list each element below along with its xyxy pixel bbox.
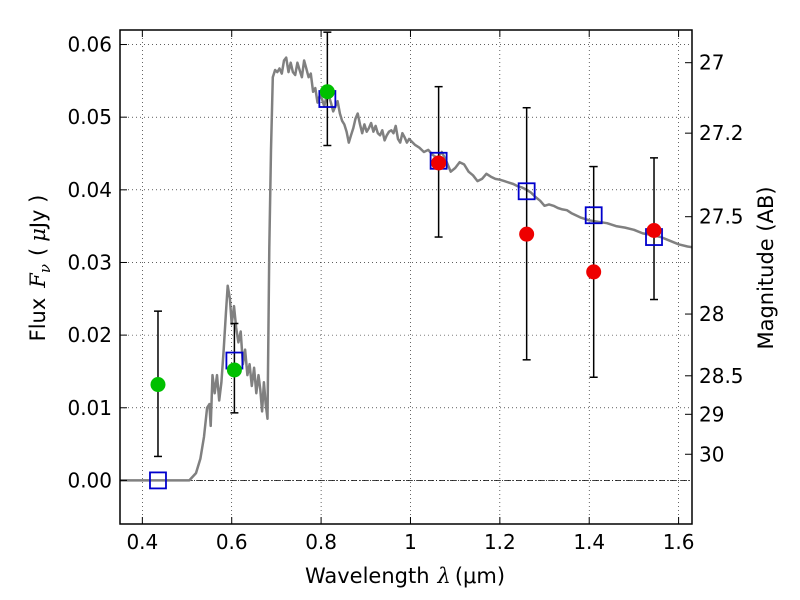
y2-axis-label: Magnitude (AB)	[754, 186, 778, 349]
x-tick-label-3: 1	[404, 530, 417, 554]
y2-tick-label-2: 27.5	[699, 205, 744, 229]
plot-frame	[119, 29, 693, 525]
x-tick-label-1: 0.6	[216, 530, 248, 554]
y-axis-label-symbol: F	[26, 272, 50, 289]
x-tick-label-5: 1.4	[573, 530, 605, 554]
y-tick-label-1: 0.01	[67, 396, 112, 420]
model-square-5	[584, 206, 603, 225]
x-axis-label-symbol: λ	[437, 564, 451, 588]
error-bars	[153, 31, 659, 458]
y-axis-label-unit-mu: μ	[26, 228, 50, 242]
y2-tick-labels: 27 27.2 27.5 28 28.5 29 30	[699, 51, 744, 467]
x-axis-label: Wavelength λ (μm)	[305, 564, 505, 588]
red-point-0	[431, 155, 447, 171]
model-sed-series	[120, 56, 693, 482]
x-tick-label-4: 1.2	[484, 530, 516, 554]
red-point-2	[586, 264, 602, 280]
x-tick-label-2: 0.8	[305, 530, 337, 554]
y-axis-label-subscript: ν	[36, 264, 54, 273]
y2-tick-label-4: 28.5	[699, 364, 744, 388]
y-tick-label-2: 0.02	[67, 323, 112, 347]
model-sed-line	[120, 56, 693, 482]
model-square-0	[149, 471, 167, 490]
y-tick-label-3: 0.03	[67, 250, 112, 274]
red-point-1	[519, 226, 535, 242]
axis-ticks	[120, 30, 692, 524]
model-square-4	[517, 182, 536, 201]
y-axis-label-unit-open: (	[26, 248, 50, 256]
y-tick-label-0: 0.00	[67, 468, 112, 492]
y-axis-label-unit-close: Jy )	[26, 195, 50, 231]
red-point-3	[646, 223, 662, 239]
x-axis-label-text: Wavelength	[305, 564, 430, 588]
green-point-2	[319, 84, 335, 100]
y-axis-label-text: Flux	[26, 298, 50, 342]
x-tick-labels: 0.4 0.6 0.8 1 1.2 1.4 1.6	[126, 530, 694, 554]
y2-tick-label-3: 28	[699, 302, 724, 326]
x-axis-label-unit: (μm)	[455, 564, 505, 588]
x-tick-label-0: 0.4	[126, 530, 158, 554]
grid-lines	[120, 30, 692, 524]
green-point-0	[150, 377, 166, 393]
x-tick-label-6: 1.6	[663, 530, 695, 554]
y2-tick-label-0: 27	[699, 51, 724, 75]
y2-tick-label-6: 30	[699, 442, 724, 466]
y2-tick-label-1: 27.2	[699, 121, 744, 145]
y-tick-label-6: 0.06	[67, 33, 112, 57]
y2-tick-label-5: 29	[699, 402, 724, 426]
green-point-1	[226, 362, 242, 378]
observed-points	[150, 84, 662, 393]
y-tick-label-4: 0.04	[67, 178, 112, 202]
y-tick-label-5: 0.05	[67, 105, 112, 129]
y-tick-labels: 0.00 0.01 0.02 0.03 0.04 0.05 0.06	[67, 33, 112, 493]
y-axis-label: Flux Fν ( μJy )	[26, 195, 54, 342]
